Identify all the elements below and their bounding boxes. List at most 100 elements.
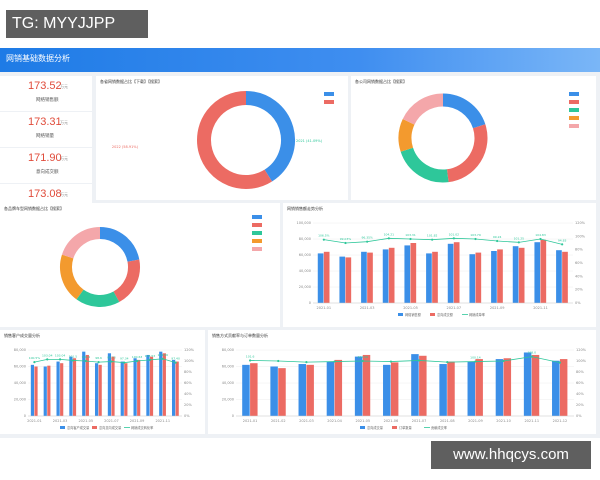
legend-label: 意向成交额: [437, 312, 454, 317]
donut-slice: [245, 91, 295, 182]
legend-swatch: [324, 92, 334, 96]
bar: [34, 366, 38, 416]
x-tick-label: 2021-03: [360, 306, 375, 310]
line-point: [558, 361, 562, 364]
watermark-top: TG: MYYJJPP: [6, 10, 148, 38]
y2-tick-label: 40%: [575, 274, 583, 278]
data-label: 101.82: [427, 234, 438, 238]
legend-swatch: [430, 313, 435, 316]
bar: [534, 242, 541, 303]
kpi-unit: 万元: [60, 84, 68, 89]
bar: [559, 359, 568, 416]
kpi-card-sales[interactable]: 173.52 万元 网络销售额: [0, 76, 92, 111]
bar: [453, 242, 460, 303]
kpi-value: 173.08: [28, 188, 62, 200]
data-label: 97.34: [120, 357, 129, 361]
data-label: 99.24: [493, 235, 502, 239]
kpi-unit: 万元: [60, 156, 68, 161]
bar: [60, 363, 64, 416]
bar: [107, 353, 112, 416]
bar: [362, 354, 371, 416]
bar: [133, 358, 137, 416]
bar: [306, 364, 314, 416]
panel-donut-company: 各公司网销数据占比【搜索】: [351, 76, 596, 200]
line-point: [389, 360, 393, 363]
page-title: 网销基础数据分析: [6, 54, 70, 63]
x-tick-label: 2021-11: [533, 306, 548, 310]
y2-tick-label: 20%: [184, 403, 192, 407]
line-point: [58, 358, 62, 361]
legend-label: 网销成交转化率: [131, 425, 154, 430]
legend-swatch: [252, 215, 262, 219]
data-label: 101.25: [514, 236, 525, 240]
bar: [531, 354, 540, 416]
kpi-label: 网络销量: [36, 134, 54, 139]
line-point: [539, 237, 542, 241]
bar: [518, 247, 525, 303]
kpi-card-volume[interactable]: 173.31 万元 网络销量: [0, 112, 92, 147]
line-series: [250, 356, 561, 364]
bar: [562, 251, 568, 303]
legend-swatch: [92, 426, 97, 429]
line-point: [474, 237, 477, 241]
x-tick-label: 2021-09: [468, 419, 483, 423]
donut-slice: [197, 91, 273, 189]
bar: [72, 358, 77, 416]
data-label: 103.79: [470, 233, 481, 237]
bar: [175, 361, 179, 416]
bar: [137, 359, 141, 416]
line-point: [277, 359, 280, 363]
kpi-card-intent[interactable]: 171.90 万元 意向成交额: [0, 148, 92, 183]
data-label: 103.04: [55, 353, 66, 357]
bar: [317, 253, 324, 303]
legend-label: 网销成单率: [469, 312, 486, 317]
data-label: 100.4: [81, 355, 90, 359]
legend-swatch: [569, 108, 579, 112]
x-tick-label: 2021-09: [130, 419, 145, 423]
y2-tick-label: 100%: [576, 359, 587, 363]
data-label: 100.66: [358, 355, 369, 359]
y2-tick-label: 60%: [184, 381, 192, 385]
donut-slice: [60, 254, 84, 300]
y2-tick-label: 80%: [184, 370, 192, 374]
bar: [345, 257, 352, 303]
bar: [43, 366, 47, 416]
y2-tick-label: 0%: [576, 414, 582, 418]
bar: [556, 250, 562, 303]
kpi-label: 意向成交额: [36, 170, 59, 175]
legend-swatch: [60, 426, 65, 429]
header-banner: 网销基础数据分析: [0, 48, 600, 72]
x-tick-label: 2021-08: [440, 419, 455, 423]
line-point: [71, 359, 75, 362]
line-point: [135, 359, 139, 363]
data-label: 104.83: [535, 233, 546, 237]
line-series: [323, 237, 563, 245]
bar: [242, 364, 250, 416]
donut-slice: [76, 289, 120, 307]
bar: [503, 358, 512, 416]
line-point: [161, 357, 164, 360]
legend-swatch: [252, 231, 262, 235]
line-point: [431, 238, 434, 241]
y-tick-label: 0: [232, 414, 234, 418]
data-label: 108.0: [527, 351, 536, 355]
donut-slice: [442, 93, 486, 129]
data-label: 104.56: [158, 353, 169, 357]
data-label: 99.73: [107, 356, 116, 360]
data-label: 100.63: [132, 355, 143, 359]
bar: [475, 359, 483, 416]
x-tick-label: 2021-07: [447, 306, 462, 310]
bar: [171, 359, 176, 416]
line-point: [530, 355, 533, 358]
line-point: [446, 361, 449, 364]
line-point: [344, 241, 347, 245]
y-tick-label: 80,000: [299, 237, 311, 241]
data-label: 100.14: [470, 356, 481, 360]
y2-tick-label: 40%: [576, 392, 584, 396]
panel-title: 各公司网销数据占比【搜索】: [355, 79, 407, 84]
bar: [388, 247, 395, 303]
donut-slice: [61, 227, 101, 259]
data-label: 96.35%: [361, 236, 373, 240]
line-series: [34, 358, 176, 364]
y-tick-label: 0: [309, 301, 311, 305]
